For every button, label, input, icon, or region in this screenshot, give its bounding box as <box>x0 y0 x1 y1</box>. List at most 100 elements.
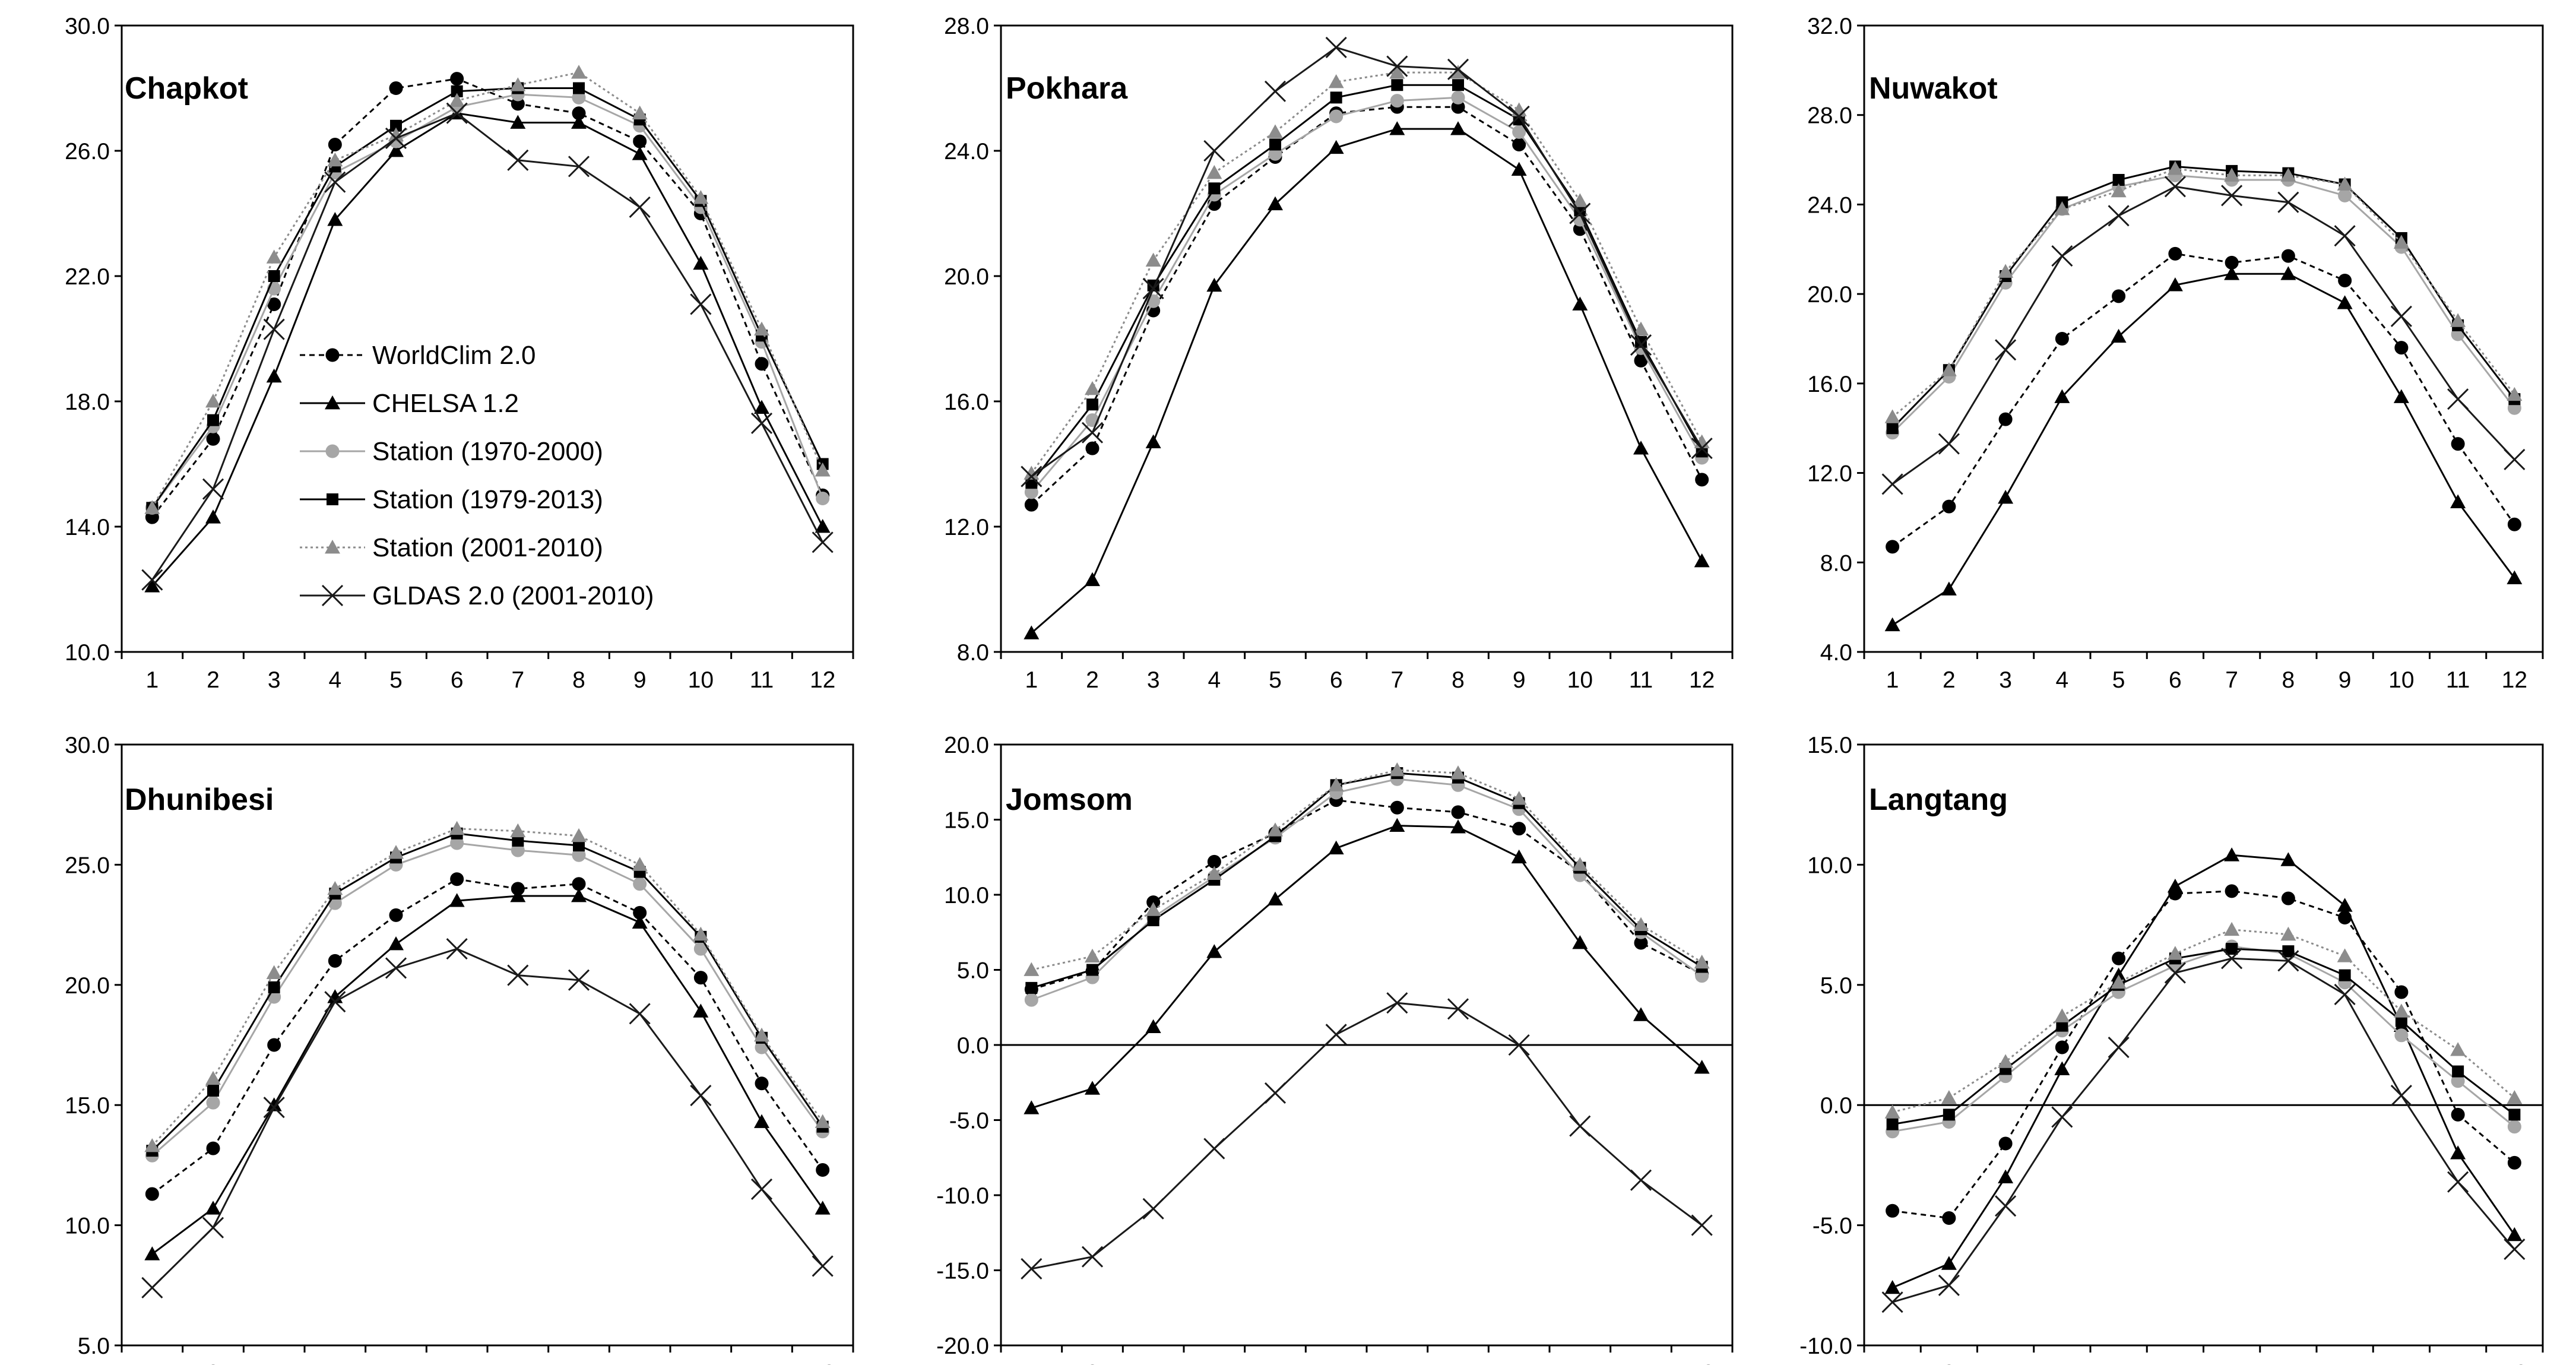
data-point <box>754 321 769 336</box>
x-tick-label: 6 <box>1330 667 1343 693</box>
data-point <box>1884 617 1900 632</box>
y-tick-label: -5.0 <box>1813 1214 1852 1239</box>
y-tick-label: 28.0 <box>1807 103 1852 129</box>
data-point <box>571 65 587 79</box>
data-point <box>1390 94 1404 108</box>
data-point <box>327 152 343 167</box>
x-tick-label: 2 <box>207 667 220 693</box>
data-point <box>2338 274 2352 288</box>
plot-frame <box>1863 24 2544 653</box>
data-point <box>1142 278 1164 300</box>
data-point <box>633 877 647 891</box>
y-tick-label: 14.0 <box>65 515 110 540</box>
data-point <box>1998 412 2013 426</box>
data-point <box>1998 264 2014 278</box>
x-tick-label: 4 <box>2056 1361 2069 1365</box>
data-point <box>1941 581 1957 596</box>
data-point <box>815 519 831 533</box>
y-tick-label: 30.0 <box>65 14 110 39</box>
data-point <box>2450 1145 2466 1160</box>
data-point <box>2450 494 2466 508</box>
data-point <box>1886 422 1899 435</box>
x-tick-label: 10 <box>2388 667 2414 693</box>
data-point <box>450 72 464 86</box>
data-point <box>145 1187 159 1201</box>
data-point <box>693 971 708 985</box>
y-tick-label: 20.0 <box>1807 282 1852 308</box>
y-tick-label: 12.0 <box>944 515 989 540</box>
data-point <box>1511 791 1527 805</box>
series-worldclim-2-0 <box>145 872 830 1201</box>
data-point <box>2394 1028 2409 1043</box>
data-point <box>2055 332 2069 346</box>
data-point <box>2051 245 2073 267</box>
data-point <box>2507 387 2523 401</box>
data-point <box>327 212 343 226</box>
data-point <box>144 1246 160 1261</box>
x-tick-label: 12 <box>2502 667 2527 693</box>
data-point <box>1264 1082 1287 1104</box>
legend-item-gldas-2-0-2001-2010: GLDAS 2.0 (2001-2010) <box>300 581 654 610</box>
data-point <box>2334 225 2356 247</box>
data-point <box>750 412 773 434</box>
data-point <box>1203 1138 1225 1160</box>
data-point <box>2393 235 2409 249</box>
series-gldas-2-0-2001-2010 <box>141 102 834 591</box>
data-point <box>1942 1211 1956 1225</box>
x-tick-label: 4 <box>2056 667 2069 693</box>
data-point <box>1694 954 1710 969</box>
x-tick-label: 6 <box>451 1361 464 1365</box>
data-point <box>2450 313 2466 327</box>
data-point <box>1630 334 1652 356</box>
panel-title: Chapkot <box>125 71 248 106</box>
x-tick-label: 8 <box>572 667 585 693</box>
data-point <box>2167 946 2183 960</box>
data-point <box>1206 944 1222 958</box>
data-point <box>2395 1015 2407 1027</box>
data-point <box>2507 1155 2521 1170</box>
data-point <box>266 965 282 979</box>
data-point <box>1328 140 1344 154</box>
x-tick-label: 10 <box>1567 667 1593 693</box>
data-point <box>1085 441 1100 455</box>
data-point <box>2167 878 2183 893</box>
series-line <box>1031 128 1703 634</box>
y-tick-label: 5.0 <box>957 958 989 984</box>
x-tick-label: 2 <box>1943 667 1956 693</box>
x-tick-label: 4 <box>328 1361 341 1365</box>
data-point <box>1024 498 1038 512</box>
x-tick-label: 2 <box>1943 1361 1956 1365</box>
data-point <box>2337 898 2353 912</box>
data-point <box>1512 822 1526 836</box>
y-tick-label: 20.0 <box>65 973 110 999</box>
x-tick-label: 3 <box>1999 1361 2012 1365</box>
data-point <box>1451 90 1465 104</box>
data-point <box>2337 295 2353 309</box>
y-tick-label: 15.0 <box>1807 733 1852 758</box>
data-point <box>1943 1109 1955 1121</box>
y-tick-label: 16.0 <box>1807 372 1852 397</box>
data-point <box>2507 1090 2523 1104</box>
data-point <box>1330 91 1342 104</box>
legend-marker <box>327 493 338 505</box>
data-point <box>2338 910 2352 924</box>
data-point <box>2224 167 2240 182</box>
series-station-2001-2010 <box>144 821 831 1152</box>
series-line <box>1031 769 1703 971</box>
data-point <box>571 115 587 129</box>
series-line <box>1892 929 2515 1113</box>
data-point <box>2168 246 2182 261</box>
data-point <box>1389 65 1405 79</box>
data-point <box>754 1027 769 1042</box>
data-point <box>2167 277 2183 292</box>
data-point <box>390 119 402 132</box>
series-line <box>1892 890 2515 1220</box>
data-point <box>690 1084 712 1107</box>
data-point <box>388 845 404 859</box>
data-point <box>2447 1171 2469 1193</box>
y-tick-label: -10.0 <box>1799 1334 1852 1359</box>
x-tick-label: 2 <box>1086 1361 1099 1365</box>
data-point <box>1145 1019 1161 1034</box>
x-tick-label: 5 <box>1269 667 1282 693</box>
x-tick-label: 9 <box>1513 1361 1526 1365</box>
